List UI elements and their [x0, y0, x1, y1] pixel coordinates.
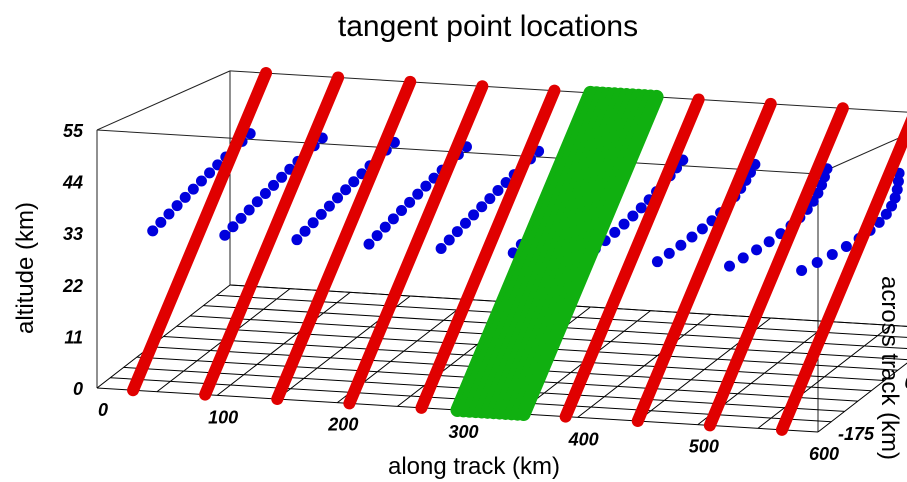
- blue-point: [763, 236, 775, 248]
- box-edge: [96, 70, 231, 131]
- blue-point: [886, 200, 898, 212]
- z-axis-label: across track (km): [876, 276, 903, 460]
- blue-point: [387, 213, 399, 225]
- x-axis-label: along track (km): [388, 453, 560, 480]
- blue-point: [315, 208, 327, 220]
- blue-point: [675, 239, 687, 251]
- blue-point: [243, 204, 255, 216]
- red-tube: [631, 97, 777, 427]
- blue-point: [268, 179, 280, 191]
- blue-point: [195, 175, 207, 187]
- x-tick-label: 600: [809, 444, 839, 464]
- blue-point: [751, 244, 763, 256]
- blue-point: [348, 176, 360, 188]
- red-tube: [703, 102, 849, 432]
- blue-point: [663, 247, 675, 259]
- chart-title: tangent point locations: [338, 10, 638, 43]
- blue-point: [492, 185, 504, 197]
- red-tube: [199, 71, 345, 401]
- red-tube: [415, 84, 561, 414]
- y-tick-label: 33: [63, 224, 83, 244]
- blue-point: [737, 252, 749, 264]
- blue-point: [412, 188, 424, 200]
- blue-point: [396, 205, 408, 217]
- blue-point: [251, 196, 263, 208]
- blue-point: [627, 210, 639, 222]
- green-tube: [516, 89, 664, 422]
- blue-point: [179, 191, 191, 203]
- x-tick-label: 300: [448, 422, 478, 442]
- blue-point: [147, 225, 159, 237]
- y-tick-label: 55: [63, 121, 84, 141]
- blue-point: [363, 238, 375, 250]
- y-tick-label: 0: [73, 379, 83, 399]
- blue-point: [371, 230, 383, 242]
- y-tick-label: 11: [64, 327, 83, 347]
- blue-point: [826, 248, 838, 260]
- blue-point: [219, 229, 231, 241]
- blue-point: [618, 218, 630, 230]
- z-tick-label: -175: [838, 424, 875, 444]
- blue-point: [235, 212, 247, 224]
- blue-point: [892, 175, 904, 187]
- red-tube: [127, 67, 273, 397]
- blue-point: [476, 201, 488, 213]
- blue-point: [259, 188, 271, 200]
- blue-point: [420, 180, 432, 192]
- blue-point: [404, 196, 416, 208]
- data-marks: [127, 67, 907, 436]
- blue-point: [635, 202, 647, 214]
- box-edge: [817, 133, 907, 175]
- blue-point: [796, 264, 808, 276]
- blue-point: [609, 226, 621, 238]
- blue-point: [891, 184, 903, 196]
- blue-point: [696, 223, 708, 235]
- blue-point: [443, 234, 455, 246]
- y-tick-label: 44: [62, 173, 83, 193]
- blue-point: [468, 209, 480, 221]
- x-tick-label: 500: [689, 437, 719, 457]
- z-tick-label: 0: [905, 373, 907, 393]
- blue-point: [323, 200, 335, 212]
- blue-point: [451, 226, 463, 238]
- blue-point: [171, 200, 183, 212]
- blue-point: [227, 221, 239, 233]
- blue-point: [155, 216, 167, 228]
- x-tick-label: 200: [327, 415, 358, 435]
- red-tube: [559, 93, 705, 423]
- blue-point: [299, 225, 311, 237]
- blue-point: [651, 256, 663, 268]
- blue-point: [332, 192, 344, 204]
- blue-point: [889, 192, 901, 204]
- blue-point: [291, 234, 303, 246]
- blue-point: [484, 193, 496, 205]
- blue-point: [435, 242, 447, 254]
- blue-point: [187, 183, 199, 195]
- x-tick-label: 0: [98, 400, 108, 420]
- blue-point: [379, 221, 391, 233]
- x-tick-label: 100: [208, 407, 238, 427]
- blue-point: [840, 240, 852, 252]
- blue-point: [811, 256, 823, 268]
- blue-point: [163, 208, 175, 220]
- blue-point: [307, 217, 319, 229]
- y-axis-label: altitude (km): [12, 202, 39, 334]
- red-tube: [775, 116, 907, 436]
- blue-point: [459, 217, 471, 229]
- red-tube: [271, 75, 417, 405]
- blue-point: [880, 208, 892, 220]
- x-tick-label: 400: [568, 429, 599, 449]
- y-tick-label: 22: [62, 276, 83, 296]
- blue-point: [340, 184, 352, 196]
- blue-point: [686, 231, 698, 243]
- blue-point: [724, 260, 736, 272]
- red-tube: [343, 80, 489, 410]
- blue-point: [204, 167, 216, 179]
- blue-point: [276, 171, 288, 183]
